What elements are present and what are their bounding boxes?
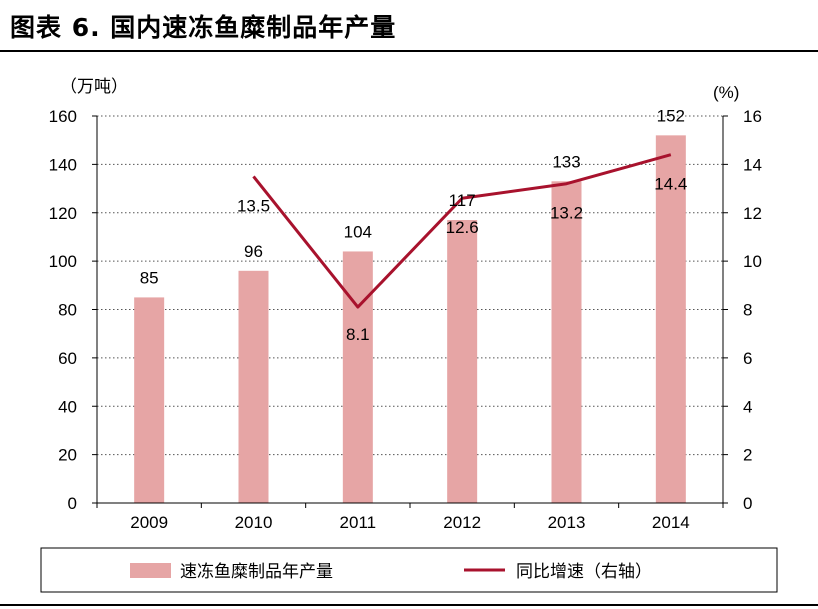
- bar-value-label: 96: [244, 242, 263, 261]
- title-rule: [0, 50, 818, 52]
- line-value-label: 12.6: [446, 218, 479, 237]
- bar-2013: [551, 181, 582, 503]
- left-tick-label: 0: [68, 494, 77, 513]
- line-value-label: 8.1: [346, 325, 370, 344]
- right-tick-label: 12: [743, 204, 762, 223]
- data-labels: 85 96 104 117 133 152 13.5 8.1 12.6 13.2 14.4: [140, 106, 688, 344]
- line-value-label: 13.2: [550, 204, 583, 223]
- left-tick-label: 40: [58, 397, 77, 416]
- bars: [134, 135, 686, 503]
- figure-title: 图表 6. 国内速冻鱼糜制品年产量: [10, 13, 397, 42]
- legend: 速冻鱼糜制品年产量 同比增速（右轴）: [40, 547, 778, 593]
- bar-2009: [134, 297, 165, 503]
- x-tick-label: 2012: [443, 513, 481, 532]
- left-tick-label: 100: [49, 252, 77, 271]
- left-tick-label: 60: [58, 349, 77, 368]
- left-tick-label: 20: [58, 446, 77, 465]
- growth-line-path: [252, 153, 672, 309]
- bar-2014: [655, 135, 686, 503]
- bar-value-label: 104: [344, 222, 372, 241]
- bar-2011: [342, 251, 373, 503]
- growth-line: [252, 153, 672, 309]
- line-value-label: 14.4: [654, 175, 687, 194]
- right-tick-label: 16: [743, 107, 762, 126]
- grid-lines: [97, 115, 723, 456]
- right-axis-unit: (%): [713, 83, 739, 102]
- left-tick-label: 160: [49, 107, 77, 126]
- right-tick-label: 0: [743, 494, 752, 513]
- bar-value-label: 133: [552, 152, 580, 171]
- left-tick-label: 80: [58, 301, 77, 320]
- bottom-rule: [0, 604, 818, 606]
- right-tick-label: 4: [743, 397, 752, 416]
- legend-box: [40, 547, 778, 593]
- bar-value-label: 117: [449, 191, 476, 210]
- bar-value-label: 152: [657, 106, 685, 125]
- left-tick-label: 120: [49, 204, 77, 223]
- right-tick-label: 2: [743, 446, 752, 465]
- legend-bar-label: 速冻鱼糜制品年产量: [180, 562, 333, 582]
- left-axis-ticks: 0 20 40 60 80 100 120 140 160: [49, 107, 97, 513]
- legend-line-label: 同比增速（右轴）: [516, 562, 652, 582]
- right-tick-label: 6: [743, 349, 752, 368]
- right-tick-label: 10: [743, 252, 762, 271]
- legend-bar-swatch: [130, 563, 171, 578]
- right-tick-label: 8: [743, 301, 752, 320]
- bar-2010: [238, 270, 269, 503]
- x-tick-label: 2011: [340, 513, 377, 532]
- x-tick-label: 2013: [548, 513, 586, 532]
- line-value-label: 13.5: [237, 196, 270, 215]
- x-tick-label: 2009: [130, 513, 168, 532]
- bar-2012: [447, 220, 478, 503]
- bar-value-label: 85: [140, 268, 159, 287]
- x-axis-ticks: 2009 2010 2011 2012 2013 2014: [96, 503, 724, 532]
- x-tick-label: 2010: [235, 513, 273, 532]
- x-tick-label: 2014: [652, 513, 690, 532]
- right-tick-label: 14: [743, 155, 762, 174]
- left-axis-unit: （万吨）: [60, 77, 128, 97]
- right-axis-ticks: 0 2 4 6 8 10 12 14 16: [723, 107, 762, 513]
- left-tick-label: 140: [49, 155, 77, 174]
